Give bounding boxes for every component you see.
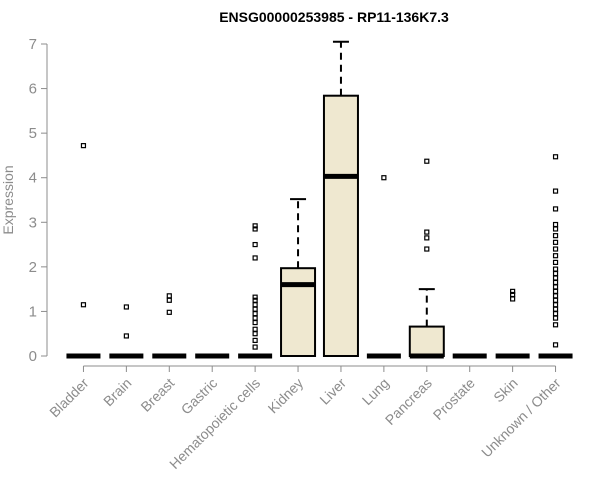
outlier-point xyxy=(552,233,559,239)
box-lung xyxy=(366,175,401,359)
outlier-point xyxy=(552,342,559,348)
y-tick-label: 1 xyxy=(29,303,37,320)
outlier-point xyxy=(252,306,258,312)
y-tick-label: 4 xyxy=(29,170,37,187)
x-tick-label: Bladder xyxy=(46,375,92,421)
outlier-point xyxy=(424,229,430,235)
y-tick-label: 0 xyxy=(29,348,37,365)
outlier-point xyxy=(381,175,387,181)
outlier-point xyxy=(552,302,559,308)
y-tick-label: 7 xyxy=(29,36,37,53)
outlier-point xyxy=(252,344,258,350)
outlier-point xyxy=(252,255,258,261)
box-liver xyxy=(322,40,359,358)
outlier-point xyxy=(552,315,559,321)
outlier-point xyxy=(552,206,559,212)
box-kidney xyxy=(280,198,317,357)
outlier-point xyxy=(552,246,559,252)
chart-title: ENSG00000253985 - RP11-136K7.3 xyxy=(219,9,449,25)
outlier-point xyxy=(552,288,559,294)
outlier-point xyxy=(552,154,559,160)
outlier-point xyxy=(252,319,258,326)
x-tick-label: Breast xyxy=(137,375,177,415)
outlier-point xyxy=(123,333,129,339)
outlier-point xyxy=(552,297,559,303)
x-tick-label: Pancreas xyxy=(382,375,435,428)
box-pancreas xyxy=(408,158,445,359)
outlier-point xyxy=(552,270,559,277)
outlier-point xyxy=(552,293,559,299)
x-tick-label: Liver xyxy=(316,375,349,408)
outlier-point xyxy=(552,266,559,272)
outlier-point xyxy=(552,239,559,245)
y-tick-label: 3 xyxy=(29,214,37,231)
box-bladder xyxy=(66,143,101,359)
outlier-point xyxy=(552,259,559,265)
outlier-point xyxy=(552,306,559,312)
box-iqr xyxy=(408,325,445,357)
x-tick-label: Kidney xyxy=(265,375,307,417)
box-unknown-other xyxy=(538,154,573,359)
outlier-point xyxy=(166,297,172,303)
outlier-point xyxy=(552,322,559,328)
box-brain xyxy=(109,304,144,359)
outlier-point xyxy=(552,284,559,290)
outlier-point xyxy=(552,226,559,232)
x-tick-label: Unknown / Other xyxy=(478,375,564,461)
x-tick-label: Gastric xyxy=(178,375,221,418)
box-iqr xyxy=(322,94,359,358)
outlier-point xyxy=(424,158,430,164)
box-breast xyxy=(152,293,187,359)
outlier-point xyxy=(80,302,87,308)
outlier-point xyxy=(552,188,559,194)
outlier-point xyxy=(252,337,258,343)
y-tick-label: 5 xyxy=(29,125,37,142)
x-tick-label: Skin xyxy=(490,375,521,406)
outlier-point xyxy=(252,223,258,229)
outlier-point xyxy=(166,293,172,299)
outlier-point xyxy=(510,296,516,302)
outlier-point xyxy=(252,302,258,308)
y-tick-label: 2 xyxy=(29,259,37,276)
outlier-point xyxy=(252,331,258,337)
y-tick-label: 6 xyxy=(29,81,37,98)
x-tick-label: Lung xyxy=(359,375,392,408)
outlier-point xyxy=(252,297,258,303)
box-hematopoietic-cells xyxy=(238,223,273,359)
outlier-point xyxy=(80,143,87,149)
x-tick-label: Prostate xyxy=(430,375,478,423)
outlier-point xyxy=(252,326,258,332)
box-series xyxy=(66,40,573,359)
outlier-point xyxy=(252,241,258,248)
outlier-point xyxy=(552,275,559,281)
outlier-point xyxy=(552,279,559,286)
outlier-point xyxy=(252,315,258,321)
y-axis-label: Expression xyxy=(0,165,16,234)
outlier-point xyxy=(552,253,559,259)
box-skin xyxy=(495,288,530,359)
outlier-point xyxy=(424,246,430,252)
outlier-point xyxy=(252,226,258,232)
outlier-point xyxy=(252,311,258,317)
outlier-point xyxy=(424,235,430,241)
y-axis: 0 1 2 3 4 5 6 7 xyxy=(29,36,48,365)
outlier-point xyxy=(510,291,516,298)
x-tick-label: Brain xyxy=(100,375,134,409)
outlier-point xyxy=(552,311,559,317)
box-iqr xyxy=(280,267,317,357)
outlier-point xyxy=(166,309,172,315)
outlier-point xyxy=(510,288,516,294)
outlier-point xyxy=(252,294,258,300)
outlier-point xyxy=(123,304,129,310)
outlier-point xyxy=(552,221,559,228)
